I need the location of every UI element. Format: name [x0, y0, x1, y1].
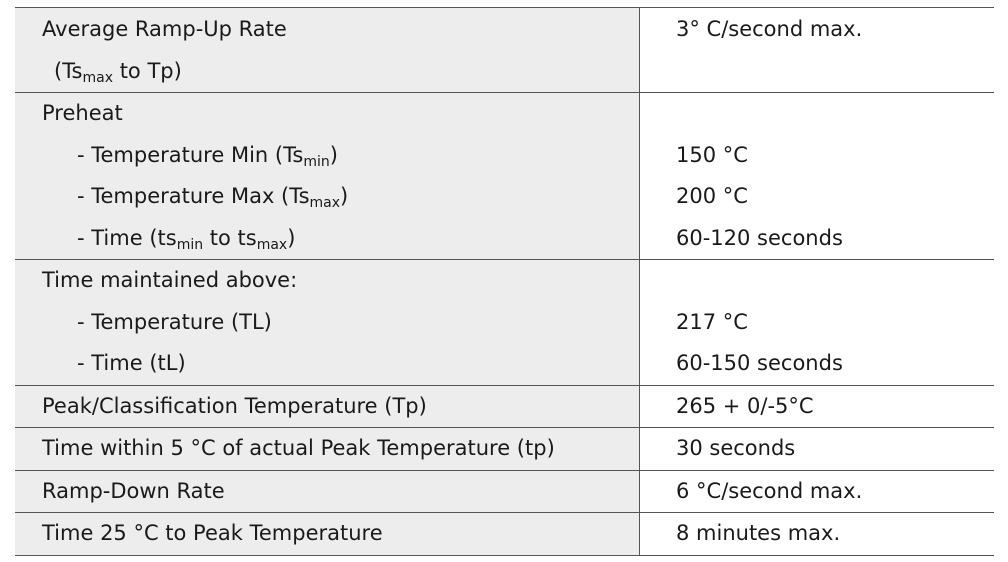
preheat-temp-max-label: - Temperature Max (Tsmax) [15, 176, 639, 218]
preheat-time-value: 60-120 seconds [676, 225, 843, 250]
spacer [640, 93, 994, 135]
temp-min-close: ) [329, 142, 338, 167]
ramp-up-sub-open: (Ts [54, 59, 83, 83]
label-cell: Time within 5 °C of actual Peak Temperat… [15, 428, 640, 470]
temp-min-text: - Temperature Min (Ts [77, 142, 304, 167]
value-cell: 150 °C 200 °C 60-120 seconds [640, 93, 994, 259]
label-cell: Ramp-Down Rate [15, 470, 640, 512]
temp-min-sub: min [303, 153, 330, 170]
ramp-up-sub-max: max [82, 70, 114, 86]
time-sub-max: max [256, 236, 288, 253]
spacer [640, 50, 994, 92]
ramp-down-label: Ramp-Down Rate [42, 478, 225, 503]
row-to-peak: Time 25 °C to Peak Temperature 8 minutes… [15, 513, 994, 555]
maintained-temp-label: - Temperature (TL) [77, 309, 272, 334]
ramp-up-sub-close: to Tp) [113, 59, 182, 83]
row-ramp-up: Average Ramp-Up Rate (Tsmax to Tp) 3° C/… [15, 8, 994, 93]
to-peak-label: Time 25 °C to Peak Temperature [42, 521, 383, 545]
value-cell: 30 seconds [640, 428, 994, 470]
time-close: ) [287, 225, 296, 250]
maintained-label: Time maintained above: [42, 268, 298, 292]
value-cell: 265 + 0/-5°C [640, 385, 994, 427]
ramp-up-sublabel: (Tsmax to Tp) [15, 50, 639, 92]
preheat-temp-min-value: 150 °C [676, 142, 748, 167]
maintained-time-label: - Time (tL) [77, 351, 186, 375]
time-sub-min: min [176, 236, 204, 253]
temp-max-sub: max [309, 195, 341, 211]
maintained-temp-value: 217 °C [676, 309, 748, 334]
value-cell: 217 °C 60-150 seconds [640, 260, 994, 385]
label-cell: Time maintained above: - Temperature (TL… [15, 260, 640, 385]
ramp-up-value: 3° C/second max. [676, 17, 863, 41]
time-text-a: - Time (ts [77, 225, 177, 250]
peak-value: 265 + 0/-5°C [676, 393, 814, 418]
ramp-down-value: 6 °C/second max. [676, 478, 863, 503]
label-cell: Preheat - Temperature Min (Tsmin) - Temp… [15, 93, 640, 259]
value-cell: 6 °C/second max. [640, 470, 994, 512]
value-cell: 8 minutes max. [640, 513, 994, 555]
label-cell: Time 25 °C to Peak Temperature [15, 513, 640, 555]
label-cell: Average Ramp-Up Rate (Tsmax to Tp) [15, 8, 640, 92]
time-text-b: to ts [203, 225, 257, 250]
reflow-profile-table: Average Ramp-Up Rate (Tsmax to Tp) 3° C/… [15, 7, 994, 556]
preheat-temp-max-value: 200 °C [676, 184, 748, 208]
within5-value: 30 seconds [676, 436, 796, 460]
row-maintained: Time maintained above: - Temperature (TL… [15, 260, 994, 386]
ramp-up-label: Average Ramp-Up Rate [42, 17, 287, 41]
temp-max-text: - Temperature Max (Ts [77, 184, 310, 208]
label-cell: Peak/Classification Temperature (Tp) [15, 385, 640, 427]
within5-label: Time within 5 °C of actual Peak Temperat… [42, 436, 555, 460]
row-preheat: Preheat - Temperature Min (Tsmin) - Temp… [15, 93, 994, 260]
row-ramp-down: Ramp-Down Rate 6 °C/second max. [15, 470, 994, 513]
preheat-time-label: - Time (tsmin to tsmax) [15, 218, 639, 260]
value-cell: 3° C/second max. [640, 8, 994, 92]
row-peak: Peak/Classification Temperature (Tp) 265… [15, 385, 994, 428]
spacer [640, 260, 994, 302]
to-peak-value: 8 minutes max. [676, 521, 841, 545]
temp-max-close: ) [340, 184, 349, 208]
peak-label: Peak/Classification Temperature (Tp) [42, 393, 427, 418]
row-within-5: Time within 5 °C of actual Peak Temperat… [15, 428, 994, 471]
maintained-time-value: 60-150 seconds [676, 351, 843, 375]
preheat-temp-min-label: - Temperature Min (Tsmin) [15, 135, 639, 177]
preheat-label: Preheat [42, 101, 123, 125]
